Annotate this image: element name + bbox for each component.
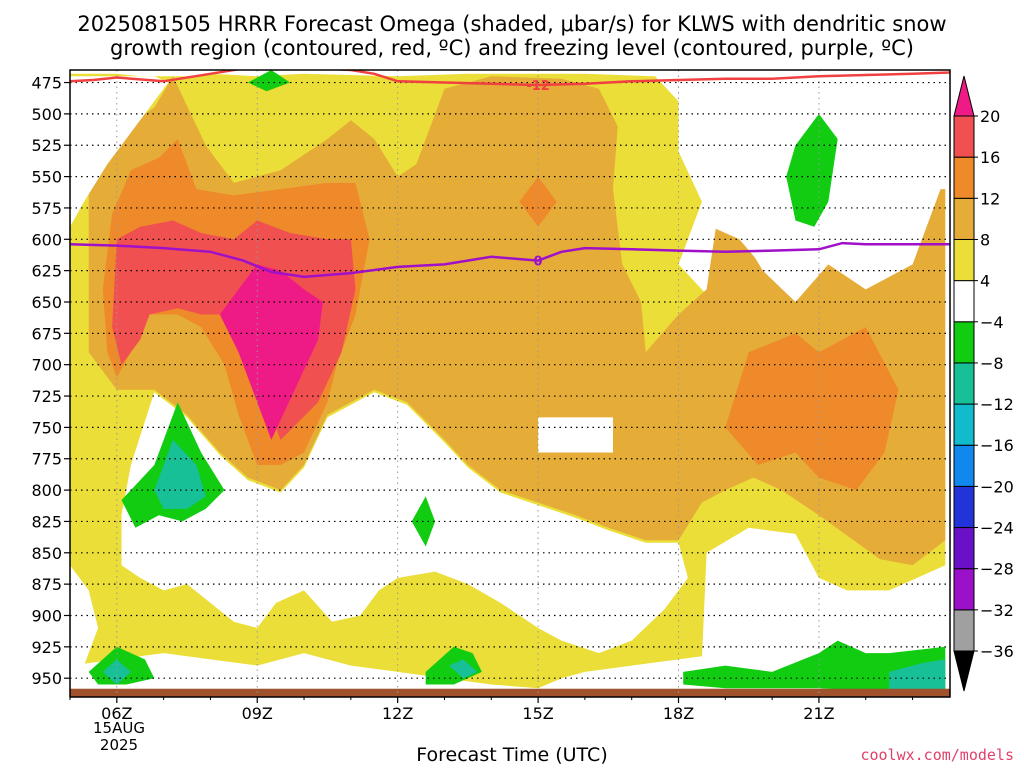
colorbar-label-6: −8 (980, 354, 1004, 373)
colorbar-segment-3 (953, 485, 975, 529)
colorbar-label-1: 16 (980, 148, 1000, 167)
contour-line-1 (70, 241, 950, 279)
colorbar-label-12: −32 (980, 601, 1014, 620)
date-label-year: 2025 (99, 736, 139, 754)
omega-region-11 (70, 565, 99, 672)
credit-text: coolwx.com/models (860, 746, 1014, 764)
omega-region-15 (786, 113, 838, 227)
colorbar-segment-6 (953, 362, 975, 405)
x-tick-label-1: 09Z (242, 704, 273, 723)
omega-region-23 (889, 659, 946, 691)
omega-region-9 (70, 76, 169, 227)
y-tick-label-13: 800 (31, 481, 62, 500)
chart-title-line2: growth region (contoured, red, ºC) and f… (110, 36, 914, 60)
colorbar-label-13: −36 (980, 642, 1014, 661)
colorbar-segment-11 (953, 156, 975, 199)
y-tick-label-11: 750 (31, 418, 62, 437)
omega-region-14 (247, 70, 290, 92)
colorbar-label-3: 8 (980, 230, 990, 249)
x-tick-label-3: 15Z (522, 704, 553, 723)
y-tick-label-1: 500 (31, 105, 62, 124)
colorbar-label-10: −24 (980, 519, 1014, 538)
x-tick-label-0: 06Z (101, 704, 132, 723)
omega-region-6 (219, 264, 323, 440)
colorbar-under-triangle (953, 650, 975, 692)
colorbar-segment-7 (953, 321, 975, 364)
colorbar-label-2: 12 (980, 189, 1000, 208)
y-tick-label-12: 775 (31, 450, 62, 469)
colorbar-label-9: −20 (980, 477, 1014, 496)
colorbar-label-7: −12 (980, 395, 1014, 414)
colorbar-segment-5 (953, 403, 975, 446)
chart-title-line1: 2025081505 HRRR Forecast Omega (shaded, … (77, 12, 947, 36)
y-tick-label-15: 850 (31, 544, 62, 563)
colorbar-label-5: −4 (980, 313, 1004, 332)
y-tick-label-7: 650 (31, 293, 62, 312)
x-tick-label-5: 21Z (803, 704, 834, 723)
colorbar-label-0: 20 (980, 107, 1000, 126)
omega-region-21 (102, 659, 131, 685)
y-tick-label-3: 550 (31, 168, 62, 187)
colorbar-segment-12 (953, 115, 975, 158)
x-tick-label-4: 18Z (663, 704, 694, 723)
omega-region-4 (725, 327, 899, 491)
colorbar-label-11: −28 (980, 560, 1014, 579)
y-tick-label-2: 525 (31, 136, 62, 155)
colorbar-segment-4 (953, 444, 975, 487)
y-tick-label-18: 925 (31, 638, 62, 657)
omega-region-20 (154, 439, 206, 509)
colorbar-label-4: 4 (980, 272, 990, 291)
omega-region-12 (701, 527, 946, 660)
contour-label-1: 0 (534, 255, 543, 270)
plot-frame (69, 69, 951, 698)
date-label-day: 15AUG (93, 719, 145, 737)
y-tick-label-0: 475 (31, 74, 62, 93)
omega-region-22 (449, 659, 478, 679)
contour-label-0: -12 (526, 79, 550, 94)
omega-region-7 (121, 392, 688, 654)
y-tick-label-5: 600 (31, 230, 62, 249)
colorbar-segment-9 (953, 238, 975, 282)
y-tick-label-19: 950 (31, 669, 62, 688)
y-tick-label-16: 875 (31, 575, 62, 594)
colorbar-segment-2 (953, 527, 975, 570)
colorbar-segment-1 (953, 568, 975, 611)
colorbar-segment-8 (953, 280, 975, 323)
contour-line-0 (70, 70, 950, 87)
y-tick-label-17: 900 (31, 606, 62, 625)
y-tick-label-8: 675 (31, 324, 62, 343)
y-tick-label-4: 575 (31, 199, 62, 218)
colorbar-segment-0 (953, 609, 975, 652)
omega-region-10 (538, 417, 613, 453)
surface-band (70, 688, 950, 697)
y-tick-label-9: 700 (31, 356, 62, 375)
colorbar-label-8: −16 (980, 436, 1014, 455)
x-tick-label-2: 12Z (382, 704, 413, 723)
omega-region-3 (519, 176, 557, 227)
y-tick-label-10: 725 (31, 387, 62, 406)
x-axis-label: Forecast Time (UTC) (416, 744, 608, 766)
y-tick-label-6: 625 (31, 262, 62, 281)
colorbar-over-triangle (953, 75, 975, 117)
colorbar-segment-10 (953, 197, 975, 240)
y-tick-label-14: 825 (31, 512, 62, 531)
